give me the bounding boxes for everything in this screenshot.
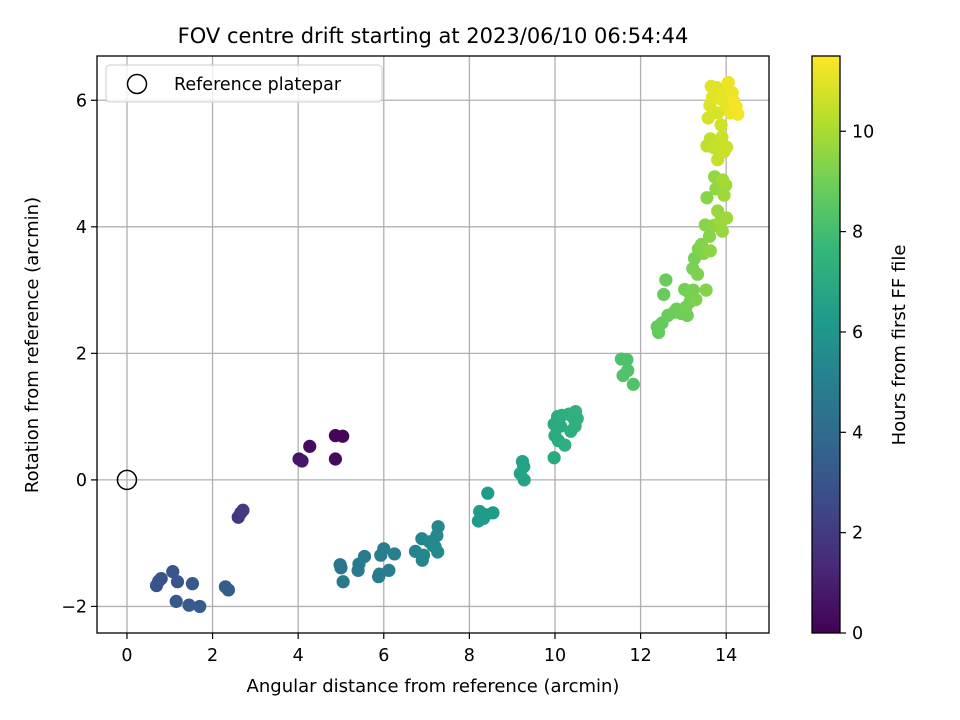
data-point [169,594,183,608]
data-point [170,575,185,589]
x-tick-label: 6 [378,646,389,666]
data-point [689,292,703,307]
colorbar-ticks: 0 2 4 6 8 10 [840,122,874,644]
data-point [659,273,673,287]
data-point [711,204,725,218]
x-tick-label: 10 [544,646,566,666]
data-point [558,438,572,452]
x-axis-ticks: 0 2 4 6 8 10 12 14 [121,633,737,666]
data-point [486,506,500,520]
data-point [720,211,734,225]
colorbar-tick-label: 6 [852,323,863,343]
legend: Reference platepar [105,64,383,103]
data-point [182,598,196,612]
data-point [553,419,568,433]
data-point [680,308,694,322]
data-point [517,473,531,487]
data-point [690,267,705,281]
data-point [714,118,728,132]
data-point [334,561,348,575]
data-point [481,486,495,500]
data-point [185,577,200,591]
chart-title: FOV centre drift starting at 2023/06/10 … [178,24,689,48]
colorbar-frame [811,55,841,634]
x-tick-label: 8 [464,646,475,666]
data-point [336,429,350,443]
data-point [626,377,640,391]
data-point [620,353,634,367]
data-point [193,599,207,614]
data-point [716,173,730,187]
data-point [700,191,714,205]
data-point [720,140,734,154]
data-point [336,575,350,589]
data-point [382,563,396,577]
data-point [431,520,445,534]
x-tick-label: 4 [293,646,304,666]
data-point [328,452,343,466]
data-point [702,229,717,243]
y-axis-ticks: −2 0 2 4 6 [61,91,97,617]
grid-lines [97,56,769,633]
colorbar-tick-label: 10 [852,122,874,142]
data-point [729,100,743,114]
data-point [377,542,391,556]
x-tick-label: 14 [715,646,737,666]
data-point [236,503,250,517]
data-point [657,287,671,302]
x-tick-label: 12 [629,646,651,666]
x-tick-label: 2 [207,646,218,666]
legend-label: Reference platepar [174,75,342,95]
colorbar-label: Hours from first FF file [889,245,910,446]
data-point [517,460,531,474]
data-point [621,363,635,378]
y-tick-label: 6 [76,91,87,111]
y-axis-label: Rotation from reference (arcmin) [22,197,43,493]
data-point [154,571,168,586]
data-point [717,188,731,202]
colorbar: 0 2 4 6 8 10 Hours from first FF file [811,55,910,644]
data-point [166,565,180,579]
colorbar-tick-label: 0 [852,624,863,644]
data-point [715,130,729,144]
colorbar-tick-label: 8 [852,223,863,243]
x-tick-label: 0 [121,646,132,666]
colorbar-tick-label: 4 [852,423,863,443]
data-point [303,439,317,453]
data-point [715,224,729,238]
data-point [547,451,561,465]
data-point [699,283,713,297]
data-point [357,549,372,564]
plot-frame [96,55,770,634]
data-point [568,404,583,419]
y-tick-label: 0 [76,471,87,491]
data-points [149,75,745,614]
data-point [387,547,402,561]
data-point [221,583,236,597]
legend-open-circle-icon [126,73,148,95]
legend-box [105,64,383,103]
data-point [721,75,735,90]
data-point [428,540,442,554]
reference-platepar-marker [116,469,138,491]
colorbar-gradient [812,56,840,633]
y-tick-label: −2 [61,597,87,617]
data-point [703,244,717,258]
colorbar-tick-label: 2 [852,524,863,544]
data-point [701,111,715,125]
y-tick-label: 4 [76,218,87,238]
x-axis-label: Angular distance from reference (arcmin) [247,676,620,697]
data-point [295,454,309,468]
y-tick-label: 2 [76,344,87,364]
data-point [415,553,429,567]
